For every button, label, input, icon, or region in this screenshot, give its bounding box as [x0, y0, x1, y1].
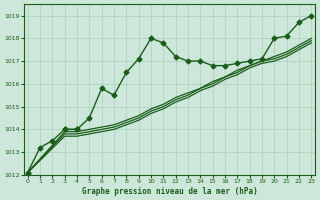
X-axis label: Graphe pression niveau de la mer (hPa): Graphe pression niveau de la mer (hPa) — [82, 187, 257, 196]
